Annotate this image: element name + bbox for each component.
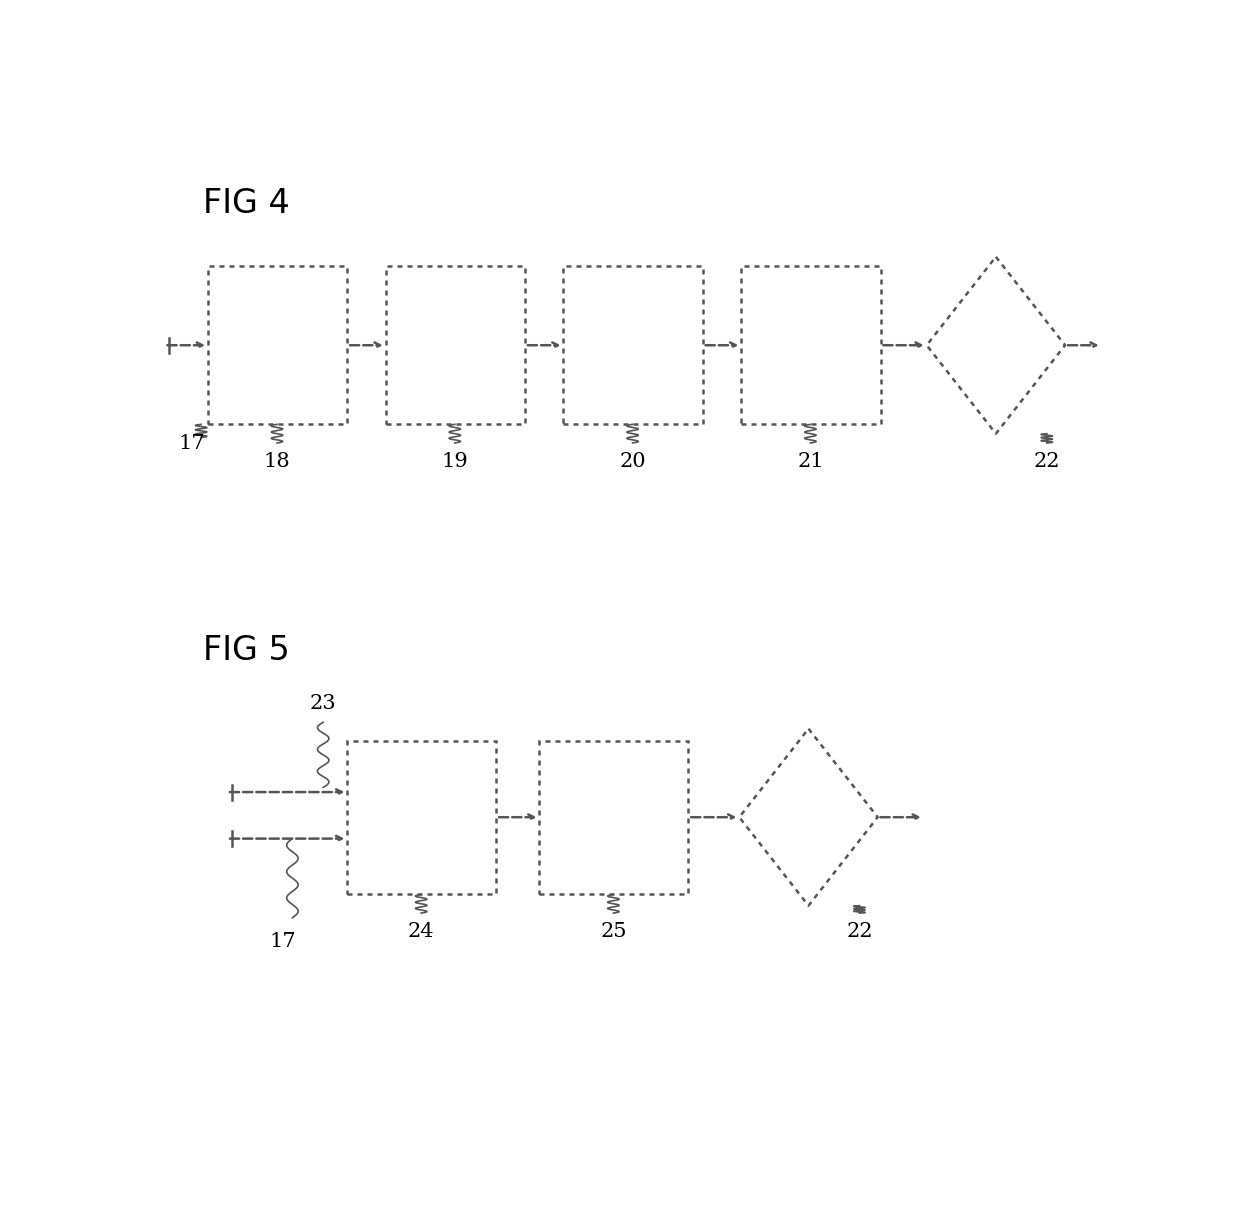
Text: 17: 17 <box>269 932 296 950</box>
Text: FIG 5: FIG 5 <box>203 634 290 667</box>
Bar <box>208 266 347 424</box>
Text: 23: 23 <box>310 694 336 713</box>
Text: 24: 24 <box>408 922 434 942</box>
Text: 21: 21 <box>797 452 823 472</box>
Bar <box>539 741 688 895</box>
Bar <box>386 266 525 424</box>
Text: 20: 20 <box>619 452 646 472</box>
Bar <box>742 266 880 424</box>
Text: FIG 4: FIG 4 <box>203 187 290 220</box>
Text: 22: 22 <box>846 922 873 942</box>
Text: 22: 22 <box>1034 452 1060 472</box>
Bar <box>347 741 496 895</box>
Text: 19: 19 <box>441 452 469 472</box>
Text: 17: 17 <box>179 434 205 452</box>
Text: 18: 18 <box>264 452 290 472</box>
Text: 25: 25 <box>600 922 626 942</box>
Bar <box>563 266 703 424</box>
